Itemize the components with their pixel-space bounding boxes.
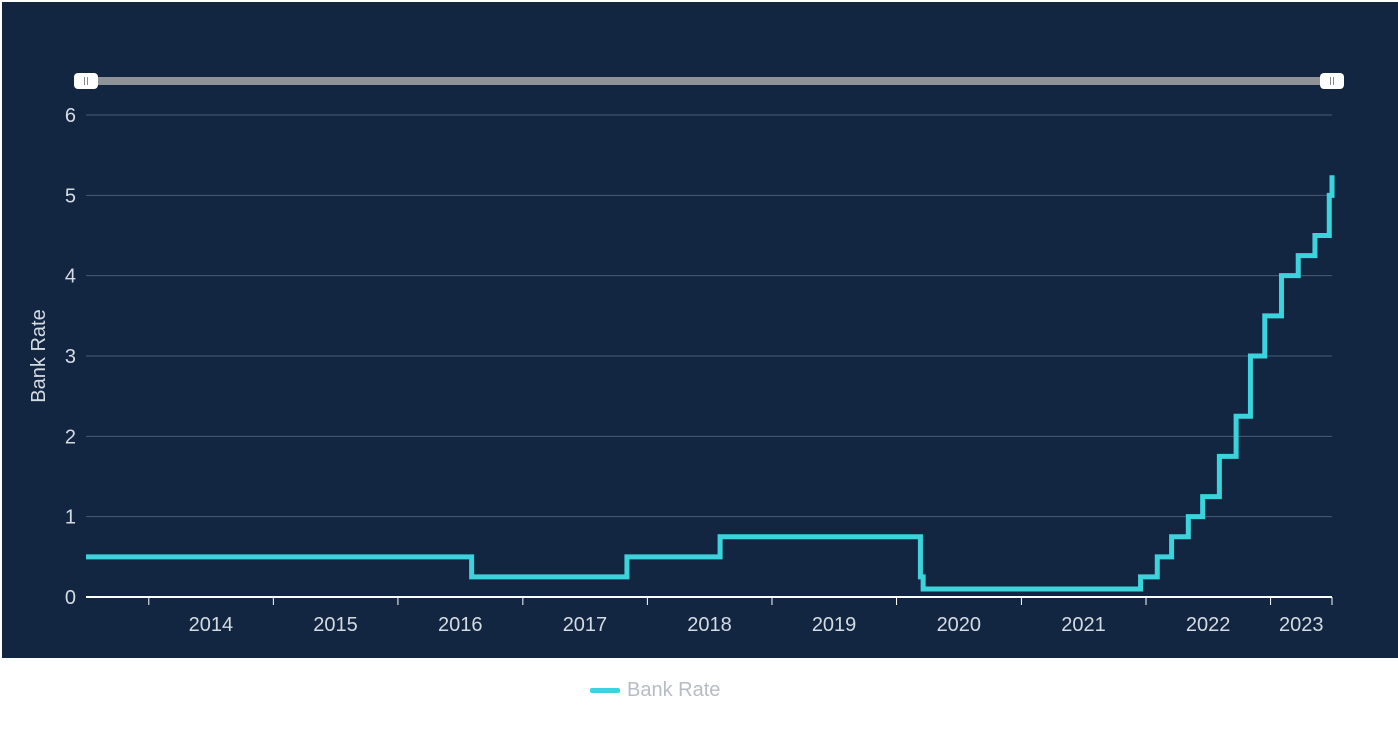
navigator-handle-right[interactable]	[1320, 73, 1344, 89]
x-tick-label-2021: 2021	[1061, 614, 1106, 636]
x-tick-label-2018: 2018	[687, 614, 732, 636]
legend[interactable]: Bank Rate	[590, 678, 720, 702]
x-tick-label-2017: 2017	[563, 614, 608, 636]
x-tick-label-2023: 2023	[1279, 614, 1324, 636]
y-tick-label-1: 1	[65, 507, 76, 529]
y-tick-label-3: 3	[65, 346, 76, 368]
y-tick-label-2: 2	[65, 426, 76, 448]
navigator-track[interactable]	[86, 77, 1332, 85]
legend-swatch	[590, 687, 620, 693]
navigator-handle-left[interactable]	[74, 73, 98, 89]
legend-label: Bank Rate	[627, 678, 721, 701]
x-tick-label-2022: 2022	[1186, 614, 1231, 636]
y-tick-label-5: 5	[65, 185, 76, 207]
y-tick-label-4: 4	[65, 266, 76, 288]
series-line-bank-rate[interactable]	[86, 175, 1335, 592]
x-tick-label-2020: 2020	[937, 614, 982, 636]
y-tick-label-6: 6	[65, 105, 76, 127]
bank-rate-chart: 0 1 2 3 4 5 6 Bank Rate 2014 2015 2016 2017 2018 2019…	[28, 73, 1344, 636]
y-axis-title: Bank Rate	[28, 309, 50, 402]
chart-panel: 0 1 2 3 4 5 6 Bank Rate 2014 2015 2016 2017 2018 2019…	[2, 2, 1398, 658]
x-tick-label-2016: 2016	[438, 614, 483, 636]
x-tick-label-2019: 2019	[812, 614, 857, 636]
x-tick-label-2014: 2014	[189, 614, 234, 636]
x-tick-label-2015: 2015	[313, 614, 358, 636]
y-tick-label-0: 0	[65, 587, 76, 609]
